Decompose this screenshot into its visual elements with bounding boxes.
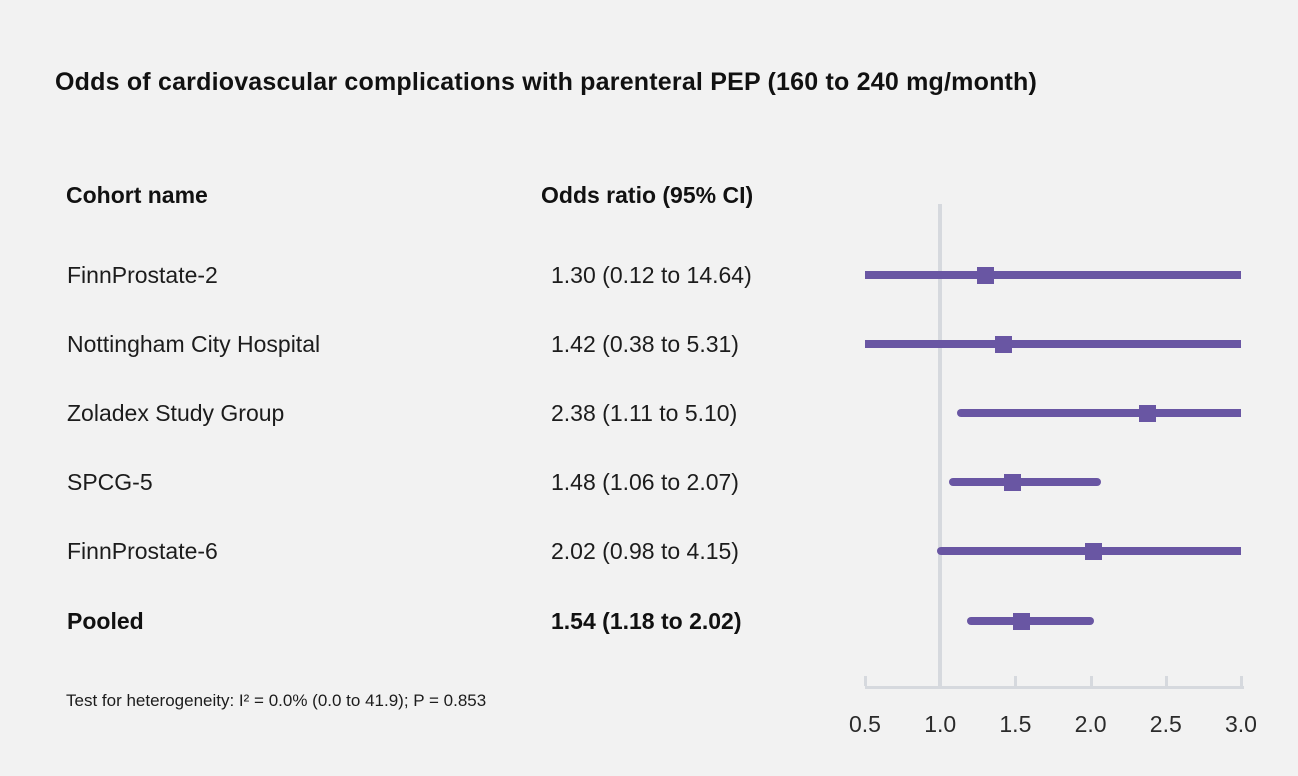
cohort-label: Pooled <box>67 608 144 634</box>
odds-ratio-value: 1.42 (0.38 to 5.31) <box>551 331 739 357</box>
ci-line <box>967 617 1094 625</box>
cohort-label: Zoladex Study Group <box>67 400 285 426</box>
ci-line <box>949 478 1102 486</box>
point-estimate-marker <box>1003 473 1021 491</box>
odds-ratio-value: 1.54 (1.18 to 2.02) <box>551 608 742 634</box>
cohort-label: Nottingham City Hospital <box>67 331 321 357</box>
x-axis-tick <box>1014 676 1018 686</box>
x-axis-tick-label: 1.5 <box>999 711 1032 737</box>
point-estimate-marker <box>1139 404 1157 422</box>
point-estimate-marker <box>1085 542 1103 560</box>
x-axis-tick-label: 2.5 <box>1149 711 1182 737</box>
odds-ratio-value: 2.02 (0.98 to 4.15) <box>551 538 739 564</box>
cohort-label: SPCG-5 <box>67 469 153 495</box>
x-axis-tick-label: 1.0 <box>924 711 957 737</box>
point-estimate-marker <box>976 266 994 284</box>
reference-line <box>938 204 943 688</box>
x-axis-tick-label: 2.0 <box>1074 711 1107 737</box>
column-header-cohort: Cohort name <box>66 182 208 208</box>
x-axis-tick <box>864 676 867 686</box>
odds-ratio-value: 1.30 (0.12 to 14.64) <box>551 262 752 288</box>
heterogeneity-note: Test for heterogeneity: I² = 0.0% (0.0 t… <box>66 691 487 710</box>
ci-line <box>865 271 1241 279</box>
point-estimate-marker <box>994 335 1012 353</box>
x-axis-tick-label: 0.5 <box>849 711 881 737</box>
ci-line <box>956 409 1241 417</box>
x-axis-tick <box>1164 676 1168 686</box>
page-title: Odds of cardiovascular complications wit… <box>55 68 1038 96</box>
odds-ratio-value: 1.48 (1.06 to 2.07) <box>551 469 739 495</box>
odds-ratio-value: 2.38 (1.11 to 5.10) <box>551 400 738 426</box>
point-estimate-marker <box>1012 612 1030 630</box>
x-axis-tick <box>1240 676 1243 686</box>
cohort-label: FinnProstate-6 <box>67 538 218 564</box>
x-axis-tick-label: 3.0 <box>1225 711 1257 737</box>
x-axis-tick <box>1089 676 1093 686</box>
x-axis-line <box>865 686 1244 689</box>
cohort-label: FinnProstate-2 <box>67 262 218 288</box>
x-axis-tick <box>939 676 943 686</box>
ci-line <box>865 340 1241 348</box>
column-header-odds: Odds ratio (95% CI) <box>541 182 754 208</box>
